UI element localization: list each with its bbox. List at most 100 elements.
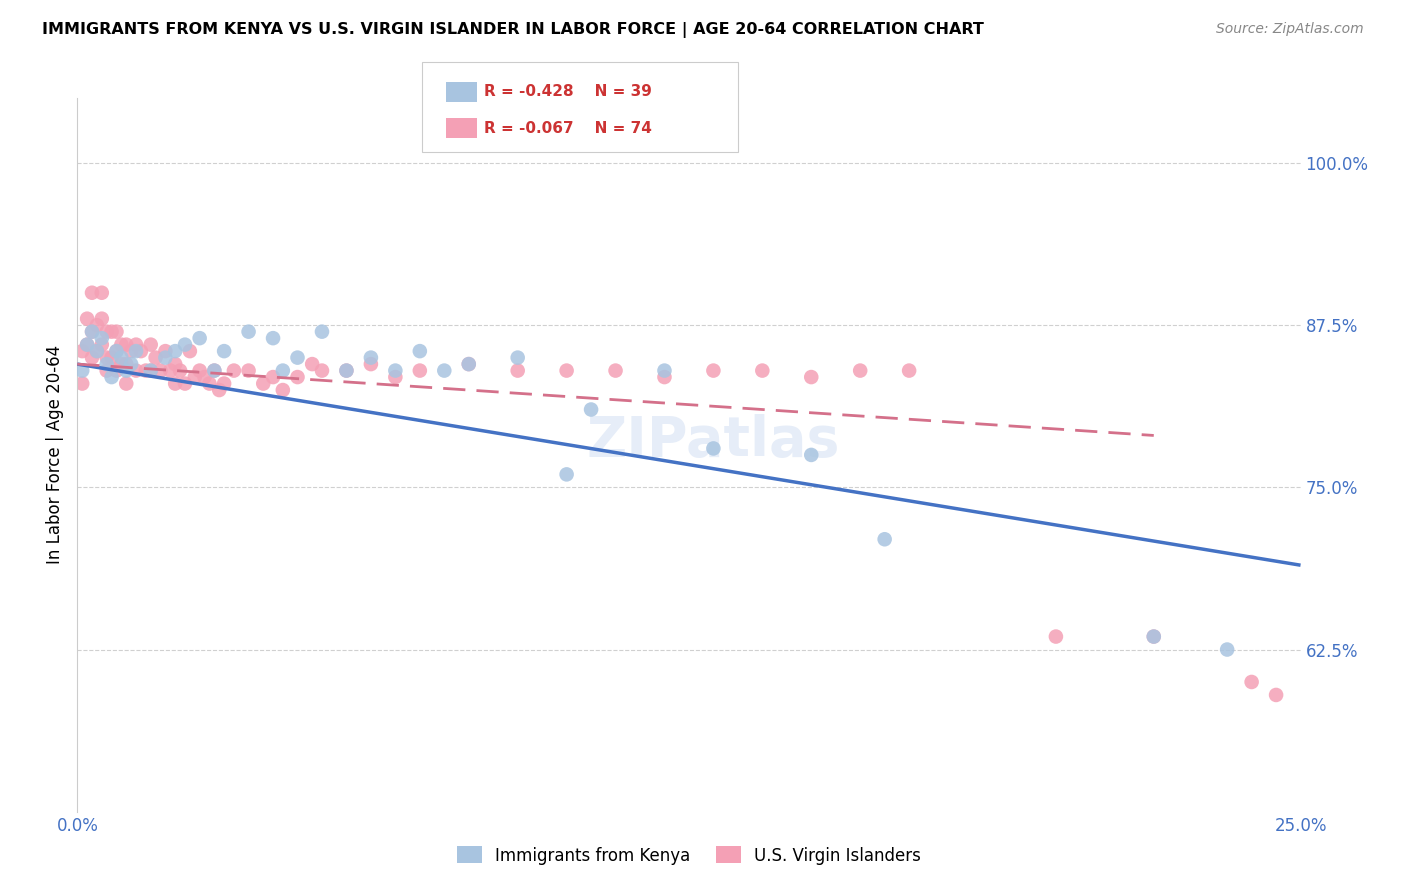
Point — [155, 351, 177, 365]
Point — [70, 376, 93, 391]
Point — [76, 337, 98, 351]
Point — [605, 363, 627, 377]
Point — [110, 357, 132, 371]
Point — [125, 337, 148, 351]
Point — [335, 363, 357, 377]
Point — [174, 337, 197, 351]
Point — [110, 351, 132, 365]
Point — [873, 533, 896, 547]
Point — [702, 442, 724, 456]
Point — [165, 357, 187, 371]
Point — [506, 363, 529, 377]
Point — [139, 337, 162, 351]
Point — [139, 363, 162, 377]
Text: R = -0.067    N = 74: R = -0.067 N = 74 — [484, 120, 651, 136]
Point — [115, 337, 138, 351]
Point — [90, 331, 112, 345]
Point — [208, 383, 231, 397]
Point — [115, 376, 138, 391]
Point — [105, 325, 128, 339]
Point — [105, 363, 128, 377]
Point — [654, 370, 676, 384]
Point — [271, 363, 294, 377]
Point — [90, 311, 112, 326]
Point — [86, 344, 108, 359]
Point — [105, 344, 128, 359]
Point — [555, 467, 578, 482]
Point — [1240, 675, 1263, 690]
Point — [139, 363, 162, 377]
Point — [800, 370, 823, 384]
Point — [898, 363, 921, 377]
Point — [271, 383, 294, 397]
Point — [654, 363, 676, 377]
Text: R = -0.428    N = 39: R = -0.428 N = 39 — [484, 85, 651, 99]
Point — [335, 363, 357, 377]
Point — [360, 351, 382, 365]
Point — [252, 376, 274, 391]
Point — [145, 351, 167, 365]
Point — [149, 363, 172, 377]
Point — [165, 344, 187, 359]
Point — [222, 363, 245, 377]
Point — [188, 363, 211, 377]
Point — [184, 370, 207, 384]
Point — [360, 357, 382, 371]
Point — [1265, 688, 1288, 702]
Point — [433, 363, 456, 377]
Point — [159, 363, 181, 377]
Point — [311, 363, 333, 377]
Point — [100, 325, 122, 339]
Point — [198, 376, 221, 391]
Point — [105, 344, 128, 359]
Point — [188, 331, 211, 345]
Text: Source: ZipAtlas.com: Source: ZipAtlas.com — [1216, 22, 1364, 37]
Point — [1143, 630, 1166, 644]
Point — [193, 370, 215, 384]
Point — [1143, 630, 1166, 644]
Point — [409, 363, 432, 377]
Point — [800, 448, 823, 462]
Point — [555, 363, 578, 377]
Point — [86, 344, 108, 359]
Point — [457, 357, 479, 371]
Y-axis label: In Labor Force | Age 20-64: In Labor Force | Age 20-64 — [46, 345, 65, 565]
Point — [384, 363, 406, 377]
Legend: Immigrants from Kenya, U.S. Virgin Islanders: Immigrants from Kenya, U.S. Virgin Islan… — [450, 839, 928, 871]
Text: IMMIGRANTS FROM KENYA VS U.S. VIRGIN ISLANDER IN LABOR FORCE | AGE 20-64 CORRELA: IMMIGRANTS FROM KENYA VS U.S. VIRGIN ISL… — [42, 22, 984, 38]
Point — [80, 351, 103, 365]
Point — [120, 357, 142, 371]
Point — [129, 344, 152, 359]
Point — [125, 344, 148, 359]
Point — [100, 351, 122, 365]
Point — [70, 363, 93, 377]
Point — [174, 376, 197, 391]
Point — [212, 344, 235, 359]
Point — [287, 370, 309, 384]
Text: ZIPatlas: ZIPatlas — [586, 414, 841, 467]
Point — [506, 351, 529, 365]
Point — [90, 337, 112, 351]
Point — [100, 370, 122, 384]
Point — [702, 363, 724, 377]
Point — [457, 357, 479, 371]
Point — [76, 337, 98, 351]
Point — [238, 325, 260, 339]
Point — [751, 363, 773, 377]
Point — [86, 318, 108, 333]
Point — [115, 357, 138, 371]
Point — [849, 363, 872, 377]
Point — [80, 325, 103, 339]
Point — [262, 370, 284, 384]
Point — [76, 311, 98, 326]
Point — [384, 370, 406, 384]
Point — [238, 363, 260, 377]
Point — [301, 357, 323, 371]
Point — [80, 285, 103, 300]
Point — [96, 357, 118, 371]
Point — [110, 337, 132, 351]
Point — [135, 363, 157, 377]
Point — [155, 344, 177, 359]
Point — [169, 363, 191, 377]
Point — [1045, 630, 1067, 644]
